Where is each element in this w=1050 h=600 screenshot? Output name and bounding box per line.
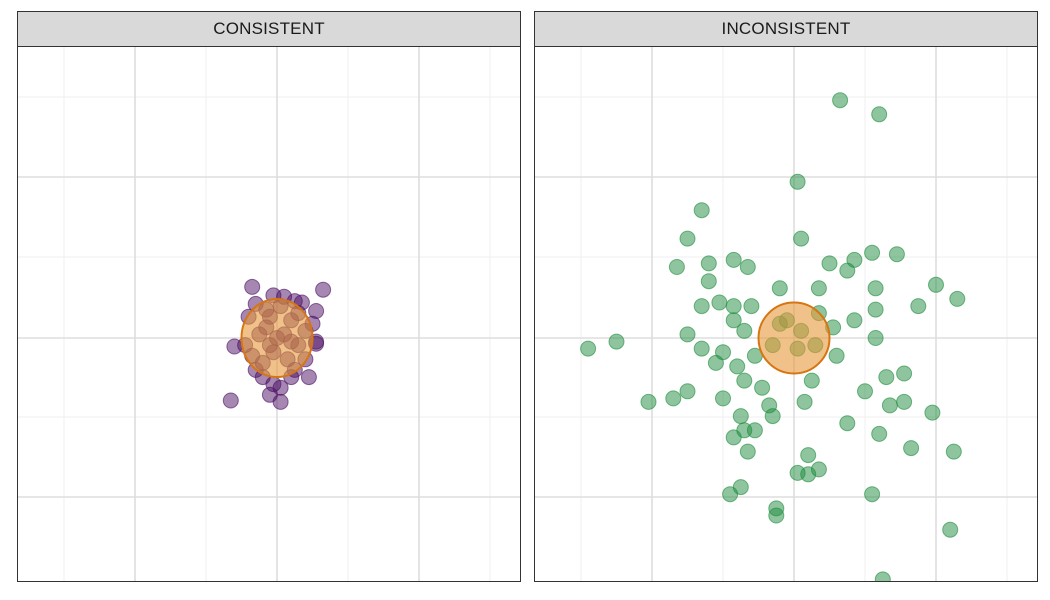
data-point — [896, 365, 913, 382]
data-point — [896, 393, 913, 410]
data-point — [924, 404, 941, 421]
facet-panel-consistent: CONSISTENT — [17, 11, 521, 582]
data-point — [725, 298, 742, 315]
data-point — [846, 312, 863, 329]
data-point — [754, 379, 771, 396]
data-point — [800, 447, 817, 464]
data-point — [871, 106, 888, 123]
data-point — [871, 425, 888, 442]
data-point — [244, 278, 261, 295]
data-point — [736, 372, 753, 389]
data-point — [888, 246, 905, 263]
data-point — [715, 390, 731, 407]
data-point — [300, 369, 317, 386]
data-point — [945, 443, 962, 460]
data-point — [874, 571, 891, 581]
data-point — [789, 173, 806, 190]
data-point — [732, 479, 749, 496]
scatter-plot-inconsistent — [535, 47, 1037, 581]
data-point — [315, 281, 332, 298]
data-point — [942, 521, 959, 538]
data-point — [700, 255, 717, 272]
data-point — [864, 486, 881, 503]
data-point — [693, 340, 710, 357]
facet-panel-inconsistent: INCONSISTENT — [534, 11, 1038, 582]
data-point — [608, 333, 625, 350]
data-point — [864, 244, 881, 261]
data-point — [796, 393, 813, 410]
data-point — [580, 340, 597, 357]
data-point — [679, 383, 696, 400]
data-point — [768, 507, 785, 524]
plot-area-consistent — [17, 46, 521, 582]
data-point — [771, 280, 788, 297]
data-point — [910, 298, 927, 315]
data-point — [867, 280, 884, 297]
data-point — [949, 290, 966, 307]
data-point — [725, 429, 742, 446]
data-point — [272, 393, 289, 410]
data-point — [793, 230, 810, 247]
data-point — [800, 466, 817, 483]
data-point — [700, 273, 717, 290]
data-point — [867, 301, 884, 318]
data-point — [668, 259, 685, 275]
data-point — [693, 298, 710, 315]
data-point — [679, 326, 696, 343]
data-point — [881, 397, 898, 414]
data-point — [707, 354, 724, 371]
data-point — [764, 408, 781, 425]
data-point — [821, 255, 838, 272]
facet-strip-inconsistent: INCONSISTENT — [534, 11, 1038, 47]
data-point — [839, 415, 856, 432]
data-point — [679, 230, 696, 247]
confidence-ellipse-inconsistent — [757, 301, 831, 375]
data-point — [739, 259, 756, 275]
data-point — [693, 202, 710, 219]
scatter-plot-consistent — [18, 47, 520, 581]
data-point — [903, 440, 920, 457]
data-point — [725, 251, 742, 268]
data-point — [739, 443, 756, 460]
data-point — [736, 322, 753, 339]
data-point — [725, 312, 742, 329]
data-point — [832, 92, 849, 109]
data-point — [743, 298, 760, 315]
data-point — [729, 358, 746, 375]
data-point — [878, 369, 895, 386]
data-point — [867, 330, 884, 346]
data-point — [828, 347, 845, 364]
data-point — [803, 372, 820, 389]
data-point — [846, 251, 863, 268]
data-point — [810, 280, 827, 297]
confidence-ellipse-consistent — [240, 297, 314, 379]
data-point — [711, 294, 728, 311]
data-point — [665, 390, 682, 407]
data-point — [857, 383, 873, 400]
data-point — [222, 392, 239, 409]
facet-strip-consistent: CONSISTENT — [17, 11, 521, 47]
points-inconsistent — [580, 92, 966, 581]
plot-area-inconsistent — [534, 46, 1038, 582]
data-point — [746, 422, 763, 439]
data-point — [928, 276, 944, 293]
data-point — [640, 393, 657, 410]
data-point — [732, 408, 749, 425]
